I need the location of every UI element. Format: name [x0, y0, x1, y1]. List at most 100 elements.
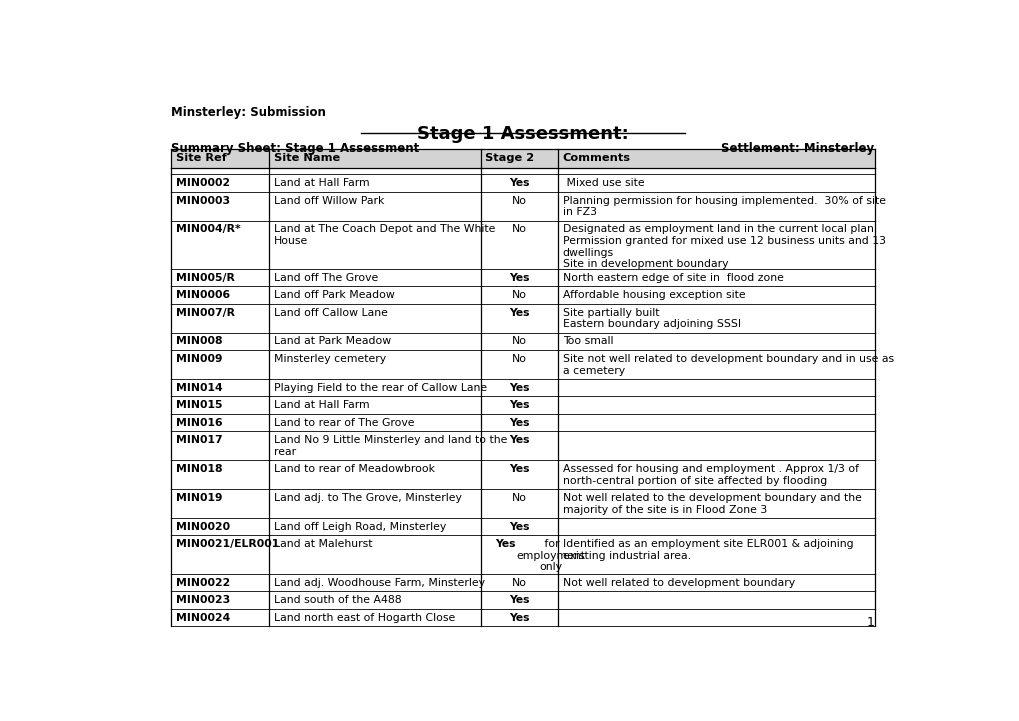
Text: Yes: Yes [508, 383, 529, 393]
Text: Site partially built
Eastern boundary adjoining SSSI: Site partially built Eastern boundary ad… [562, 308, 740, 329]
Text: MIN0021/ELR001: MIN0021/ELR001 [175, 539, 279, 549]
Text: MIN015: MIN015 [175, 400, 222, 410]
Text: Yes: Yes [508, 400, 529, 410]
Text: 1: 1 [866, 616, 873, 629]
Text: Land off Leigh Road, Minsterley: Land off Leigh Road, Minsterley [274, 522, 446, 532]
Text: No: No [512, 290, 526, 300]
Text: MIN0024: MIN0024 [175, 613, 229, 623]
Text: Yes: Yes [508, 596, 529, 605]
Bar [171, 397, 873, 414]
Text: MIN019: MIN019 [175, 493, 222, 503]
Text: Land adj. Woodhouse Farm, Minsterley: Land adj. Woodhouse Farm, Minsterley [274, 578, 485, 588]
Text: MIN004/R*: MIN004/R* [175, 224, 240, 234]
Text: Land off Callow Lane: Land off Callow Lane [274, 308, 387, 317]
Text: Yes: Yes [508, 464, 529, 474]
Bar [171, 574, 873, 591]
Bar [171, 174, 873, 192]
Text: Yes for
employment
only: Yes for employment only [484, 539, 553, 572]
Bar [171, 460, 873, 489]
Text: MIN014: MIN014 [175, 383, 222, 393]
Text: Land to rear of The Grove: Land to rear of The Grove [274, 417, 415, 428]
Text: Land south of the A488: Land south of the A488 [274, 596, 401, 605]
Text: Yes: Yes [508, 308, 529, 317]
Text: Identified as an employment site ELR001 & adjoining
existing industrial area.: Identified as an employment site ELR001 … [562, 539, 853, 561]
Text: MIN0020: MIN0020 [175, 522, 229, 532]
Text: Stage 1 Assessment:: Stage 1 Assessment: [417, 125, 628, 143]
Bar [171, 431, 873, 460]
Bar [171, 332, 873, 350]
Text: Site not well related to development boundary and in use as
a cemetery: Site not well related to development bou… [562, 354, 893, 376]
Text: Designated as employment land in the current local plan.
Permission granted for : Designated as employment land in the cur… [562, 224, 884, 269]
Text: Yes: Yes [508, 522, 529, 532]
Text: MIN0003: MIN0003 [175, 195, 229, 205]
Text: Site Name: Site Name [274, 154, 340, 164]
Text: Yes: Yes [494, 539, 515, 549]
Text: Playing Field to the rear of Callow Lane: Playing Field to the rear of Callow Lane [274, 383, 487, 393]
Text: Land off Willow Park: Land off Willow Park [274, 195, 384, 205]
Bar [171, 379, 873, 397]
Text: MIN017: MIN017 [175, 435, 222, 446]
Bar [171, 591, 873, 609]
Bar [171, 192, 873, 221]
Bar [171, 414, 873, 431]
Text: No: No [512, 578, 526, 588]
Bar [171, 167, 873, 174]
Text: Yes: Yes [508, 435, 529, 446]
Bar [171, 221, 873, 269]
Text: MIN009: MIN009 [175, 354, 222, 364]
Text: Land at Park Meadow: Land at Park Meadow [274, 337, 391, 346]
Text: Assessed for housing and employment . Approx 1/3 of
north-central portion of sit: Assessed for housing and employment . Ap… [562, 464, 858, 486]
Text: MIN0022: MIN0022 [175, 578, 229, 588]
Bar [171, 304, 873, 332]
Text: No: No [512, 337, 526, 346]
Text: MIN016: MIN016 [175, 417, 222, 428]
Text: Summary Sheet: Stage 1 Assessment: Summary Sheet: Stage 1 Assessment [171, 142, 419, 155]
Text: MIN007/R: MIN007/R [175, 308, 234, 317]
Text: Stage 2: Stage 2 [485, 154, 534, 164]
Bar [171, 269, 873, 286]
Text: Minsterley: Submission: Minsterley: Submission [171, 106, 325, 119]
Bar [171, 609, 873, 627]
Text: Yes: Yes [508, 613, 529, 623]
Text: Settlement: Minsterley: Settlement: Minsterley [720, 142, 873, 155]
Text: North eastern edge of site in  flood zone: North eastern edge of site in flood zone [562, 273, 783, 283]
Text: for
employment
only: for employment only [516, 539, 585, 572]
Text: Land adj. to The Grove, Minsterley: Land adj. to The Grove, Minsterley [274, 493, 462, 503]
Text: Land at Hall Farm: Land at Hall Farm [274, 400, 370, 410]
Text: MIN0006: MIN0006 [175, 290, 229, 300]
Text: Yes: Yes [508, 417, 529, 428]
Text: Affordable housing exception site: Affordable housing exception site [562, 290, 745, 300]
Text: Land off Park Meadow: Land off Park Meadow [274, 290, 394, 300]
Text: Land at The Coach Depot and The White
House: Land at The Coach Depot and The White Ho… [274, 224, 495, 246]
Bar [171, 536, 873, 574]
Text: MIN018: MIN018 [175, 464, 222, 474]
Bar [171, 149, 873, 167]
Text: Too small: Too small [562, 337, 612, 346]
Text: Land at Malehurst: Land at Malehurst [274, 539, 372, 549]
Text: No: No [512, 195, 526, 205]
Text: MIN0002: MIN0002 [175, 178, 229, 188]
Text: Comments: Comments [562, 154, 630, 164]
Text: MIN008: MIN008 [175, 337, 222, 346]
Text: No: No [512, 354, 526, 364]
Text: Minsterley cemetery: Minsterley cemetery [274, 354, 386, 364]
Text: Not well related to the development boundary and the
majority of the site is in : Not well related to the development boun… [562, 493, 861, 515]
Text: Land to rear of Meadowbrook: Land to rear of Meadowbrook [274, 464, 435, 474]
Text: Yes: Yes [508, 178, 529, 188]
Bar [171, 518, 873, 536]
Text: Yes: Yes [508, 273, 529, 283]
Bar [171, 489, 873, 518]
Text: Land north east of Hogarth Close: Land north east of Hogarth Close [274, 613, 455, 623]
Text: Not well related to development boundary: Not well related to development boundary [562, 578, 794, 588]
Text: MIN0023: MIN0023 [175, 596, 229, 605]
Text: Site Ref: Site Ref [175, 154, 226, 164]
Text: Land off The Grove: Land off The Grove [274, 273, 378, 283]
Text: Mixed use site: Mixed use site [562, 178, 644, 188]
Text: Planning permission for housing implemented.  30% of site
in FZ3: Planning permission for housing implemen… [562, 195, 884, 217]
Text: Land No 9 Little Minsterley and land to the
rear: Land No 9 Little Minsterley and land to … [274, 435, 507, 457]
Text: No: No [512, 224, 526, 234]
Bar [171, 350, 873, 379]
Text: No: No [512, 493, 526, 503]
Text: Land at Hall Farm: Land at Hall Farm [274, 178, 370, 188]
Text: MIN005/R: MIN005/R [175, 273, 234, 283]
